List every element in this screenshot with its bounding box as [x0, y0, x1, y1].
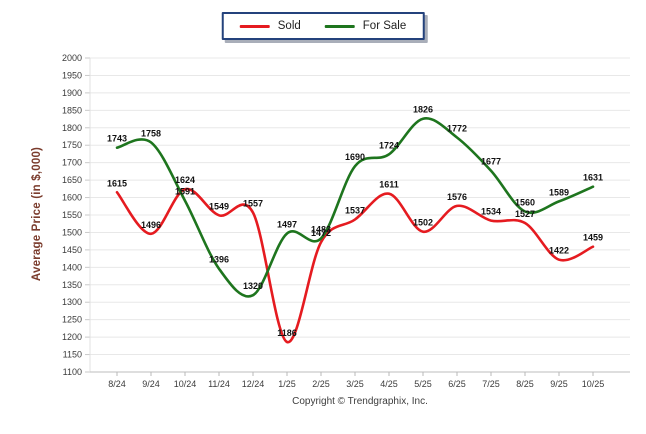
legend-label: Sold [277, 20, 301, 32]
y-tick-label: 2000 [62, 53, 82, 63]
y-tick-label: 1400 [62, 262, 82, 272]
y-tick-label: 1350 [62, 280, 82, 290]
for-sale-value-label: 1396 [209, 255, 229, 265]
y-tick-label: 1450 [62, 245, 82, 255]
for-sale-value-label: 1483 [311, 224, 331, 234]
x-tick-label: 10/24 [174, 379, 197, 389]
y-tick-label: 1250 [62, 315, 82, 325]
for-sale-value-label: 1772 [447, 124, 467, 134]
sold-value-label: 1611 [379, 180, 399, 190]
x-tick-label: 9/25 [550, 379, 568, 389]
y-axis-title: Average Price (in $,000) [31, 146, 43, 282]
x-tick-label: 6/25 [448, 379, 466, 389]
sold-value-label: 1615 [107, 178, 127, 188]
for-sale-value-label: 1743 [107, 134, 127, 144]
sold-value-label: 1472 [311, 228, 331, 238]
y-tick-label: 1800 [62, 123, 82, 133]
legend-label: For Sale [362, 20, 407, 32]
y-tick-label: 1950 [62, 70, 82, 80]
y-tick-label: 1150 [63, 350, 82, 360]
x-tick-label: 4/25 [380, 379, 398, 389]
sold-value-label: 1576 [447, 192, 467, 202]
x-tick-label: 1/25 [278, 379, 296, 389]
x-tick-label: 9/24 [142, 379, 160, 389]
for-sale-value-label: 1826 [413, 105, 433, 115]
sold-line [115, 187, 595, 344]
for-sale-value-label: 1560 [515, 198, 535, 208]
for-sale-value-label: 1724 [379, 140, 399, 150]
for-sale-line [115, 117, 595, 298]
y-tick-label: 1700 [62, 158, 82, 168]
x-tick-label: 12/24 [242, 379, 265, 389]
for-sale-value-label: 1320 [243, 281, 263, 291]
x-tick-label: 10/25 [582, 379, 605, 389]
copyright-text: Copyright © Trendgraphix, Inc. [292, 396, 428, 407]
y-tick-label: 1500 [62, 227, 82, 237]
x-tick-label: 11/24 [208, 379, 230, 389]
for-sale-value-label: 1591 [175, 187, 195, 197]
sold-value-label: 1459 [583, 233, 603, 243]
y-tick-label: 1900 [62, 88, 82, 98]
y-tick-label: 1650 [62, 175, 82, 185]
legend-item-sold: Sold [239, 20, 301, 32]
for-sale-value-label: 1497 [277, 219, 297, 229]
x-tick-label: 5/25 [414, 379, 432, 389]
for-sale-value-label: 1589 [549, 187, 569, 197]
x-tick-label: 2/25 [312, 379, 330, 389]
legend-swatch-icon [324, 24, 355, 28]
y-tick-label: 1300 [62, 297, 82, 307]
y-tick-label: 1850 [62, 105, 82, 115]
sold-value-label: 1557 [243, 199, 263, 209]
x-tick-label: 7/25 [482, 379, 500, 389]
x-tick-label: 8/25 [516, 379, 534, 389]
sold-value-label: 1537 [345, 206, 365, 216]
legend-item-for-sale: For Sale [324, 20, 407, 32]
x-tick-label: 8/24 [108, 379, 126, 389]
sold-value-label: 1502 [413, 218, 433, 228]
for-sale-value-label: 1690 [345, 152, 365, 162]
for-sale-value-label: 1631 [583, 173, 603, 183]
sold-value-label: 1422 [549, 246, 569, 256]
y-tick-label: 1750 [62, 140, 82, 150]
legend: Sold For Sale [221, 12, 425, 40]
legend-swatch-icon [239, 24, 270, 28]
sold-value-label: 1527 [515, 209, 535, 219]
for-sale-value-label: 1758 [141, 128, 161, 138]
for-sale-value-label: 1677 [481, 157, 501, 167]
y-tick-label: 1550 [62, 210, 82, 220]
x-tick-label: 3/25 [346, 379, 364, 389]
sold-value-label: 1549 [209, 201, 229, 211]
sold-value-label: 1624 [175, 175, 195, 185]
y-tick-label: 1200 [62, 332, 82, 342]
sold-value-label: 1496 [141, 220, 161, 230]
sold-value-label: 1534 [481, 207, 501, 217]
y-tick-label: 1600 [62, 193, 82, 203]
y-tick-label: 1100 [63, 367, 82, 377]
sold-value-label: 1186 [277, 328, 297, 338]
